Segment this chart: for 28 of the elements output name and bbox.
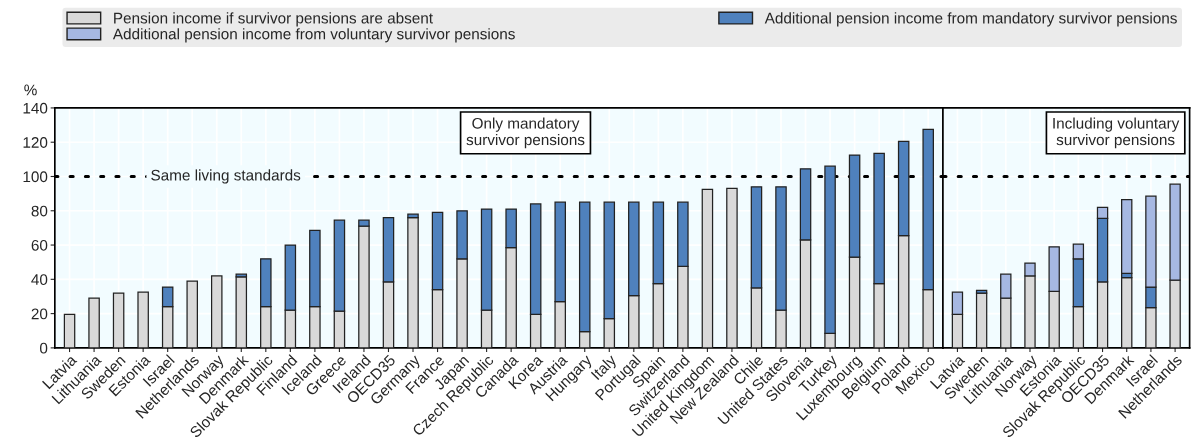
legend-label: Pension income if survivor pensions are absent — [114, 12, 433, 27]
bar — [235, 276, 248, 348]
bar — [701, 188, 714, 348]
ref-line-label: Same living standards — [151, 169, 301, 184]
bar — [1121, 276, 1133, 348]
y-tick-label: 120 — [23, 137, 48, 148]
y-tick-label: 100 — [23, 171, 48, 183]
bar — [63, 313, 76, 348]
bar — [975, 292, 988, 348]
bar — [112, 292, 125, 348]
y-tick-label: 80 — [31, 205, 48, 217]
annotation: Only mandatory survivor pensions — [466, 117, 585, 149]
y-axis-title: % — [24, 84, 37, 96]
y-tick-label: 20 — [31, 308, 48, 320]
legend-label: Additional pension income from mandatory survivor pensions — [764, 12, 1177, 27]
y-tick-label: 60 — [31, 239, 48, 251]
bar — [186, 280, 198, 348]
bar — [1121, 199, 1133, 274]
bar — [88, 297, 100, 348]
legend-label: Additional pension income from voluntary survivor pensions — [112, 28, 515, 43]
annotation: Including voluntary survivor pensions — [1053, 117, 1180, 149]
bar — [137, 291, 149, 348]
y-tick-label: 140 — [23, 102, 48, 114]
bar — [407, 216, 419, 348]
bar — [726, 187, 738, 348]
y-tick-label: 0 — [39, 342, 48, 354]
y-tick-label: 40 — [31, 274, 48, 286]
bar — [210, 275, 223, 348]
